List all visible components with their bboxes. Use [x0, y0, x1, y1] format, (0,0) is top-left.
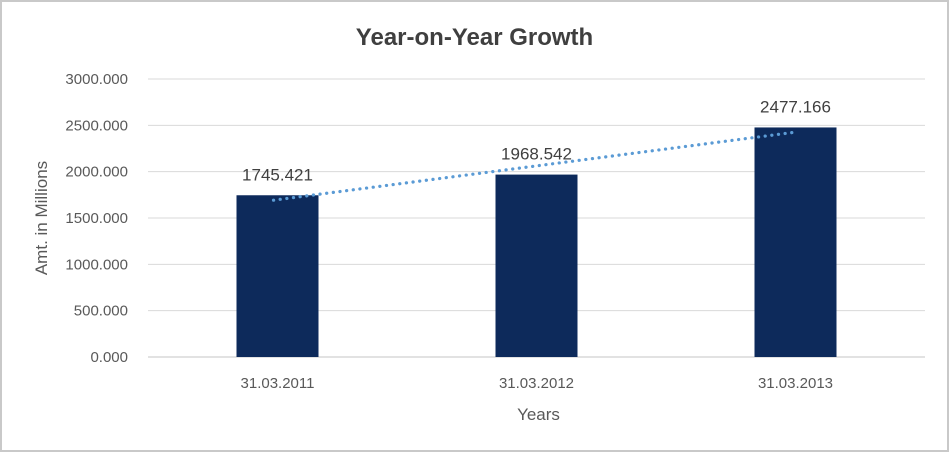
bar-data-label: 1745.421 [242, 165, 313, 184]
x-axis-title: Years [517, 405, 560, 424]
trendline [271, 130, 800, 202]
bar-data-label: 1968.542 [501, 145, 572, 164]
x-tick-label: 31.03.2013 [758, 375, 833, 392]
bar [495, 174, 578, 357]
y-tick-label: 2500.000 [65, 117, 128, 134]
bar [236, 195, 319, 357]
chart-title: Year-on-Year Growth [355, 24, 594, 51]
y-tick-label: 2000.000 [65, 164, 128, 181]
y-tick-label: 1500.000 [65, 210, 128, 227]
y-tick-label: 500.000 [74, 303, 128, 320]
y-tick-label: 0.000 [90, 349, 128, 366]
y-tick-label: 3000.000 [65, 71, 128, 88]
x-tick-label: 31.03.2011 [241, 375, 315, 392]
bar [754, 127, 837, 358]
y-tick-label: 1000.000 [65, 256, 128, 273]
bar-data-label: 2477.166 [760, 97, 831, 116]
x-tick-label: 31.03.2012 [499, 375, 574, 392]
